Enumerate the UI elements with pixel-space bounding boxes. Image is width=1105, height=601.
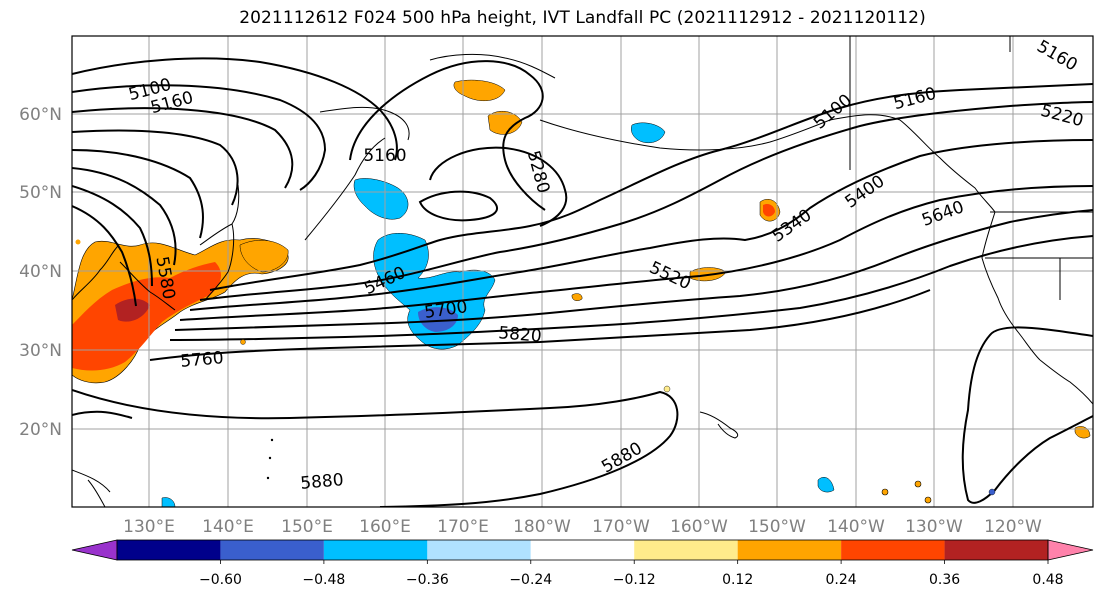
colorbar: −0.60 −0.48 −0.36 −0.24 −0.12 0.12 0.24 0.36 0.4… [71, 539, 1094, 588]
colorbar-tick-label: 0.48 [1032, 572, 1063, 588]
lon-label: 160°E [359, 517, 411, 537]
lon-label: 160°W [670, 517, 728, 537]
lon-label: 150°E [281, 517, 333, 537]
colorbar-segment [220, 540, 324, 560]
colorbar-segment [841, 540, 945, 560]
contour-label: 5880 [300, 470, 345, 494]
colorbar-segment [944, 540, 1048, 560]
ivt-positive-small-4-core [763, 203, 775, 217]
ivt-positive-small-3 [487, 110, 523, 135]
lon-label: 120°W [984, 517, 1042, 537]
lon-label: 170°E [437, 517, 489, 537]
lat-label: 30°N [19, 341, 62, 361]
colorbar-segment [737, 540, 842, 560]
colorbar-tick-label: −0.24 [509, 572, 552, 588]
ivt-positive-small-2 [453, 79, 506, 102]
colorbar-tick-label: 0.36 [929, 572, 960, 588]
ivt-negative-small-2 [161, 497, 176, 507]
colorbar-segment [634, 540, 738, 560]
contour-label: 5820 [498, 323, 543, 347]
lon-label: 140°W [827, 517, 885, 537]
lon-label: 180°W [513, 517, 571, 537]
colorbar-tick-label: −0.48 [302, 572, 345, 588]
colorbar-segment [117, 540, 221, 560]
ivt-negative-core-central [418, 307, 458, 332]
lon-label: 140°E [202, 517, 254, 537]
lon-label: 130°W [905, 517, 963, 537]
colorbar-tick-label: −0.12 [613, 572, 656, 588]
lon-label: 150°W [748, 517, 806, 537]
ivt-positive-small-1 [239, 240, 289, 273]
map-title: 2021112612 F024 500 hPa height, IVT Land… [239, 8, 926, 28]
island-marks [75, 239, 996, 504]
contour-label: 5760 [180, 348, 225, 372]
colorbar-tick-label: 0.12 [722, 572, 753, 588]
colorbar-segment [323, 540, 428, 560]
colorbar-tick-label: −0.60 [199, 572, 242, 588]
longitude-labels: 130°E 140°E 150°E 160°E 170°E 180°W 170°W 160°W… [123, 517, 1042, 537]
lon-label: 170°W [592, 517, 650, 537]
ivt-positive-small-7 [571, 293, 583, 301]
lat-label: 50°N [19, 183, 62, 203]
coastlines [72, 36, 1093, 507]
height-contours [72, 57, 1093, 507]
colorbar-extend-high [1047, 539, 1094, 561]
ivt-positive-core-west [72, 262, 222, 371]
colorbar-segment [530, 540, 635, 560]
colorbar-tick-label: 0.24 [826, 572, 857, 588]
colorbar-tick-label: −0.36 [406, 572, 449, 588]
contour-label: 5160 [363, 146, 406, 166]
ivt-negative-small-1 [817, 477, 835, 493]
lon-label: 130°E [123, 517, 175, 537]
colorbar-extend-low [71, 539, 118, 561]
lat-label: 20°N [19, 420, 62, 440]
latitude-labels: 60°N 50°N 40°N 30°N 20°N [19, 105, 62, 440]
ivt-positive-darkcore-west [115, 298, 150, 322]
map-frame [71, 35, 1094, 508]
colorbar-segment [427, 540, 531, 560]
lat-label: 40°N [19, 262, 62, 282]
lat-label: 60°N [19, 105, 62, 125]
ivt-negative-region-ne [631, 122, 666, 143]
colorbar-frame [116, 539, 1049, 561]
